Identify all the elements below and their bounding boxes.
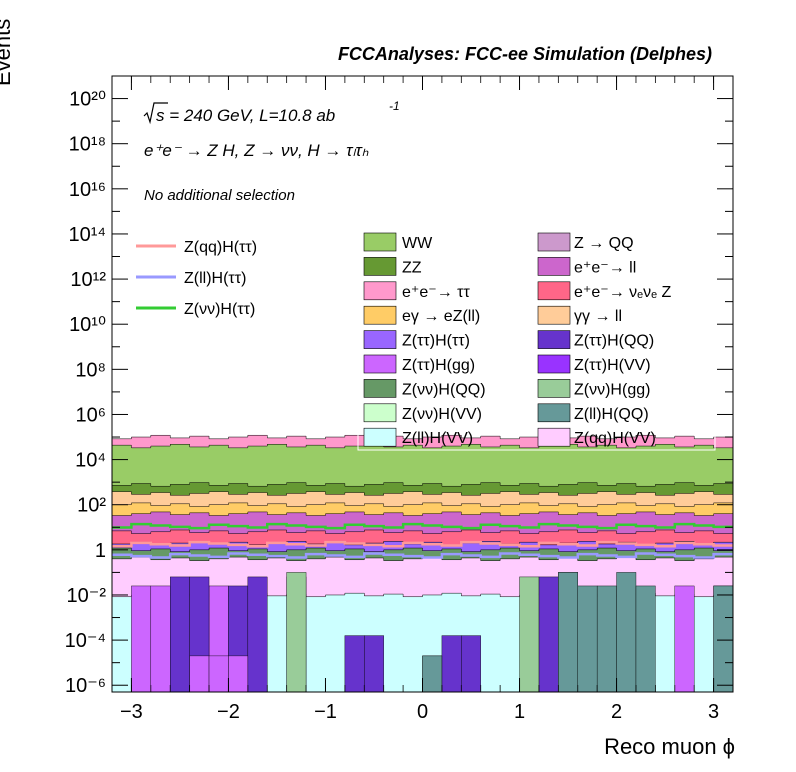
legend-entry-label: Z(ττ)H(gg) [402,357,475,374]
low-stat-bin [713,585,734,693]
legend-entry-label: Z(ττ)H(QQ) [574,333,654,350]
low-stat-bin [596,585,617,693]
low-stat-bin [170,576,190,693]
low-stat-bin [131,585,152,693]
legend-entry-label: Z(ll)H(ττ) [184,270,246,287]
legend-entry-label: Z(ll)H(VV) [402,430,473,447]
legend-entry-label: e⁺e⁻→ ll [574,259,636,276]
legend-fill-swatch [363,403,397,423]
y-tick-label: 10¹² [70,269,106,291]
sqrt-s-text: s = 240 GeV, L=10.8 ab [156,106,335,125]
legend-fill-swatch [537,257,571,276]
chart-title: FCCAnalyses: FCC-ee Simulation (Delphes) [338,44,712,64]
y-tick-label: 10² [77,495,106,517]
legend-frame [357,229,716,451]
legend-entry-label: Z(ττ)H(ττ) [402,333,470,350]
y-tick-label: 10¹⁰ [69,314,106,336]
legend-fill-swatch [363,330,397,349]
low-stat-bin [538,576,559,693]
x-tick-label: −3 [120,701,143,723]
legend-entry-label: Z(νν)H(QQ) [402,381,486,398]
legend-entry-label: Z → QQ [574,235,634,252]
low-stat-bin [228,655,249,693]
axes: −3 −2 −1 0 1 2 3 10⁻⁶ 10⁻⁴ 10⁻² 1 10² 10⁴ 10⁶ 10⁸ 10¹⁰ 1… [65,75,734,723]
y-tick-label: 10⁴ [75,450,106,472]
legend-entry-label: Z(ll)H(QQ) [574,406,649,423]
sqrt-symbol [143,102,168,125]
low-stat-bin [558,572,578,693]
low-stat-bin [150,585,171,693]
legend-fill-swatch [363,305,397,325]
lumi-exponent: -1 [389,99,400,113]
low-stat-bin [461,635,481,693]
low-stat-bin [247,576,268,693]
legend-entry-label: e⁺e⁻→ νₑνₑ Z [574,284,671,301]
low-stat-bin [364,635,384,693]
low-stat-bin [674,585,695,693]
low-stat-bin [208,655,229,693]
legend-fill-swatch [537,403,571,423]
legend-fill-swatch [537,281,571,301]
low-stat-bin [286,572,307,693]
plot-area [111,76,734,693]
legend: Z(qq)H(ττ) Z(ll)H(ττ) Z(νν)H(ττ) WW ZZ e⁺e⁻→ … [136,229,716,451]
legend-entry-label: ZZ [402,259,422,276]
legend-entry-label: WW [402,235,433,252]
low-stat-bin [635,585,656,693]
legend-entry-label: e⁺e⁻→ ττ [402,284,470,301]
low-stat-bin [422,655,443,693]
legend-fill-swatch [363,427,397,447]
legend-entry-label: Z(qq)H(VV) [574,430,656,447]
legend-fill-swatch [537,330,571,349]
legend-entry-label: Z(ττ)H(VV) [574,357,651,374]
annotation-sqrt-s: s = 240 GeV, L=10.8 ab -1 [143,99,400,125]
x-axis-label: Reco muon ϕ [604,734,735,759]
y-tick-label: 10¹⁶ [69,179,106,201]
legend-fill-swatch [537,379,571,398]
legend-entry-label: γγ → ll [574,308,622,325]
signal-line [112,540,733,548]
y-tick-label: 10¹⁸ [69,134,106,156]
low-stat-bin [441,635,462,693]
x-tick-label: 2 [611,701,622,723]
y-tick-label: 10²⁰ [69,89,106,111]
legend-fill-swatch [363,379,397,398]
y-tick-label: 10⁸ [75,359,106,381]
legend-fill-swatch [363,354,397,374]
legend-fill-swatch [537,232,571,252]
signal-line [112,522,733,530]
process-annotation: e⁺e⁻ → Z H, Z → νν, H → τₗτₕ [144,141,369,160]
y-tick-label: 10¹⁴ [69,224,107,246]
y-tick-label: 10⁻⁶ [65,675,106,697]
legend-entry-label: Z(νν)H(gg) [574,381,650,398]
y-tick-label: 10⁶ [76,404,106,426]
y-tick-label: 10⁻⁴ [65,630,106,652]
x-tick-label: −2 [217,701,240,723]
low-stat-bin [189,655,210,693]
legend-entry-label: Z(qq)H(ττ) [184,239,257,256]
x-tick-label: 3 [708,701,719,723]
legend-fill-swatch [363,257,397,276]
low-stat-bin [616,572,637,693]
selection-annotation: No additional selection [144,187,295,204]
y-tick-label: 1 [95,540,106,562]
legend-fill-swatch [537,354,571,374]
low-stat-bin [577,585,598,693]
y-tick-label: 10⁻² [67,585,107,607]
legend-fill-swatch [363,281,397,301]
x-tick-label: 0 [417,701,428,723]
legend-entry-label: Z(νν)H(ττ) [184,301,255,318]
legend-entry-label: eγ → eZ(ll) [402,308,480,325]
x-tick-label: −1 [314,701,337,723]
low-stat-bin [344,635,365,693]
legend-fill-swatch [537,305,571,325]
legend-entry-label: Z(νν)H(VV) [402,406,482,423]
x-tick-label: 1 [514,701,525,723]
y-axis-label: Events [0,19,15,86]
legend-fill-swatch [537,427,571,447]
signal-line [112,552,733,559]
legend-fill-swatch [363,232,397,252]
low-stat-bin [519,576,540,693]
